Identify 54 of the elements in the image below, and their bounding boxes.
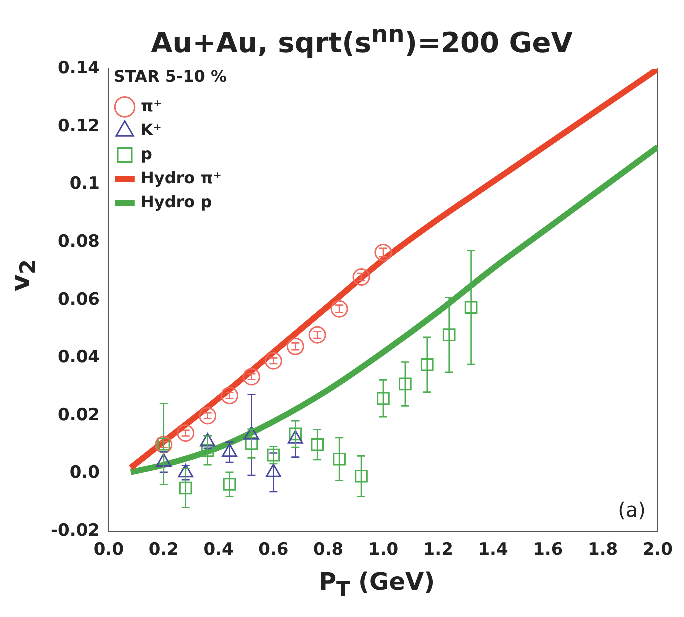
point — [308, 326, 326, 344]
x-tick-label: 0.8 — [314, 540, 344, 560]
y-tick-label: 0.0 — [70, 463, 100, 484]
point — [420, 358, 434, 372]
legend-label: K⁺ — [141, 120, 162, 140]
point — [179, 482, 192, 495]
point — [177, 424, 195, 442]
point — [330, 300, 348, 318]
y-tick-label: 0.14 — [58, 58, 100, 79]
point — [464, 301, 478, 314]
y-tick-label: 0.08 — [58, 232, 100, 252]
y-tick-label: 0.12 — [58, 116, 100, 136]
y-tick-label: 0.06 — [58, 290, 100, 310]
point — [289, 428, 302, 441]
legend-label: π⁺ — [141, 96, 162, 116]
point — [221, 387, 239, 405]
y-tick-label: -0.02 — [51, 521, 100, 542]
point — [442, 328, 456, 342]
x-axis-title: P$_{T}$ (GeV) — [318, 568, 436, 601]
legend-title: STAR 5-10 % — [114, 67, 227, 86]
legend-label: Hydro π⁺ — [141, 168, 222, 188]
x-tick-label: 1.0 — [368, 540, 399, 560]
point — [333, 452, 346, 466]
point — [264, 352, 282, 370]
x-tick-label: 1.8 — [588, 540, 618, 560]
y-tick-label: 0.04 — [58, 348, 100, 368]
point — [355, 470, 368, 483]
point — [242, 368, 260, 386]
x-tick-label: 1.2 — [423, 540, 454, 560]
point — [267, 448, 280, 462]
point — [245, 437, 258, 450]
point — [286, 338, 304, 356]
legend-label: Hydro p — [141, 192, 212, 212]
x-tick-label: 1.4 — [478, 540, 508, 560]
point — [199, 407, 217, 425]
chart-title: Au+Au, sqrt(s$^{nn}$)=200 GeV — [150, 19, 574, 60]
x-tick-label: 0.2 — [148, 540, 179, 560]
point — [399, 378, 412, 391]
x-tick-label: 1.6 — [533, 540, 564, 560]
annotation: (a) — [618, 498, 646, 522]
point — [374, 244, 392, 262]
x-tick-label: 2.0 — [642, 540, 674, 560]
point — [377, 392, 390, 406]
point — [223, 478, 236, 491]
point — [352, 268, 370, 286]
legend-label: p — [141, 144, 152, 164]
y-tick-label: 0.02 — [58, 405, 100, 426]
x-tick-label: 0.6 — [258, 540, 289, 560]
point — [201, 444, 214, 458]
point — [311, 438, 324, 452]
point — [155, 436, 173, 454]
x-tick-label: 0.0 — [94, 540, 124, 560]
y-tick-label: 0.1 — [70, 174, 100, 194]
x-tick-label: 0.4 — [204, 540, 234, 560]
